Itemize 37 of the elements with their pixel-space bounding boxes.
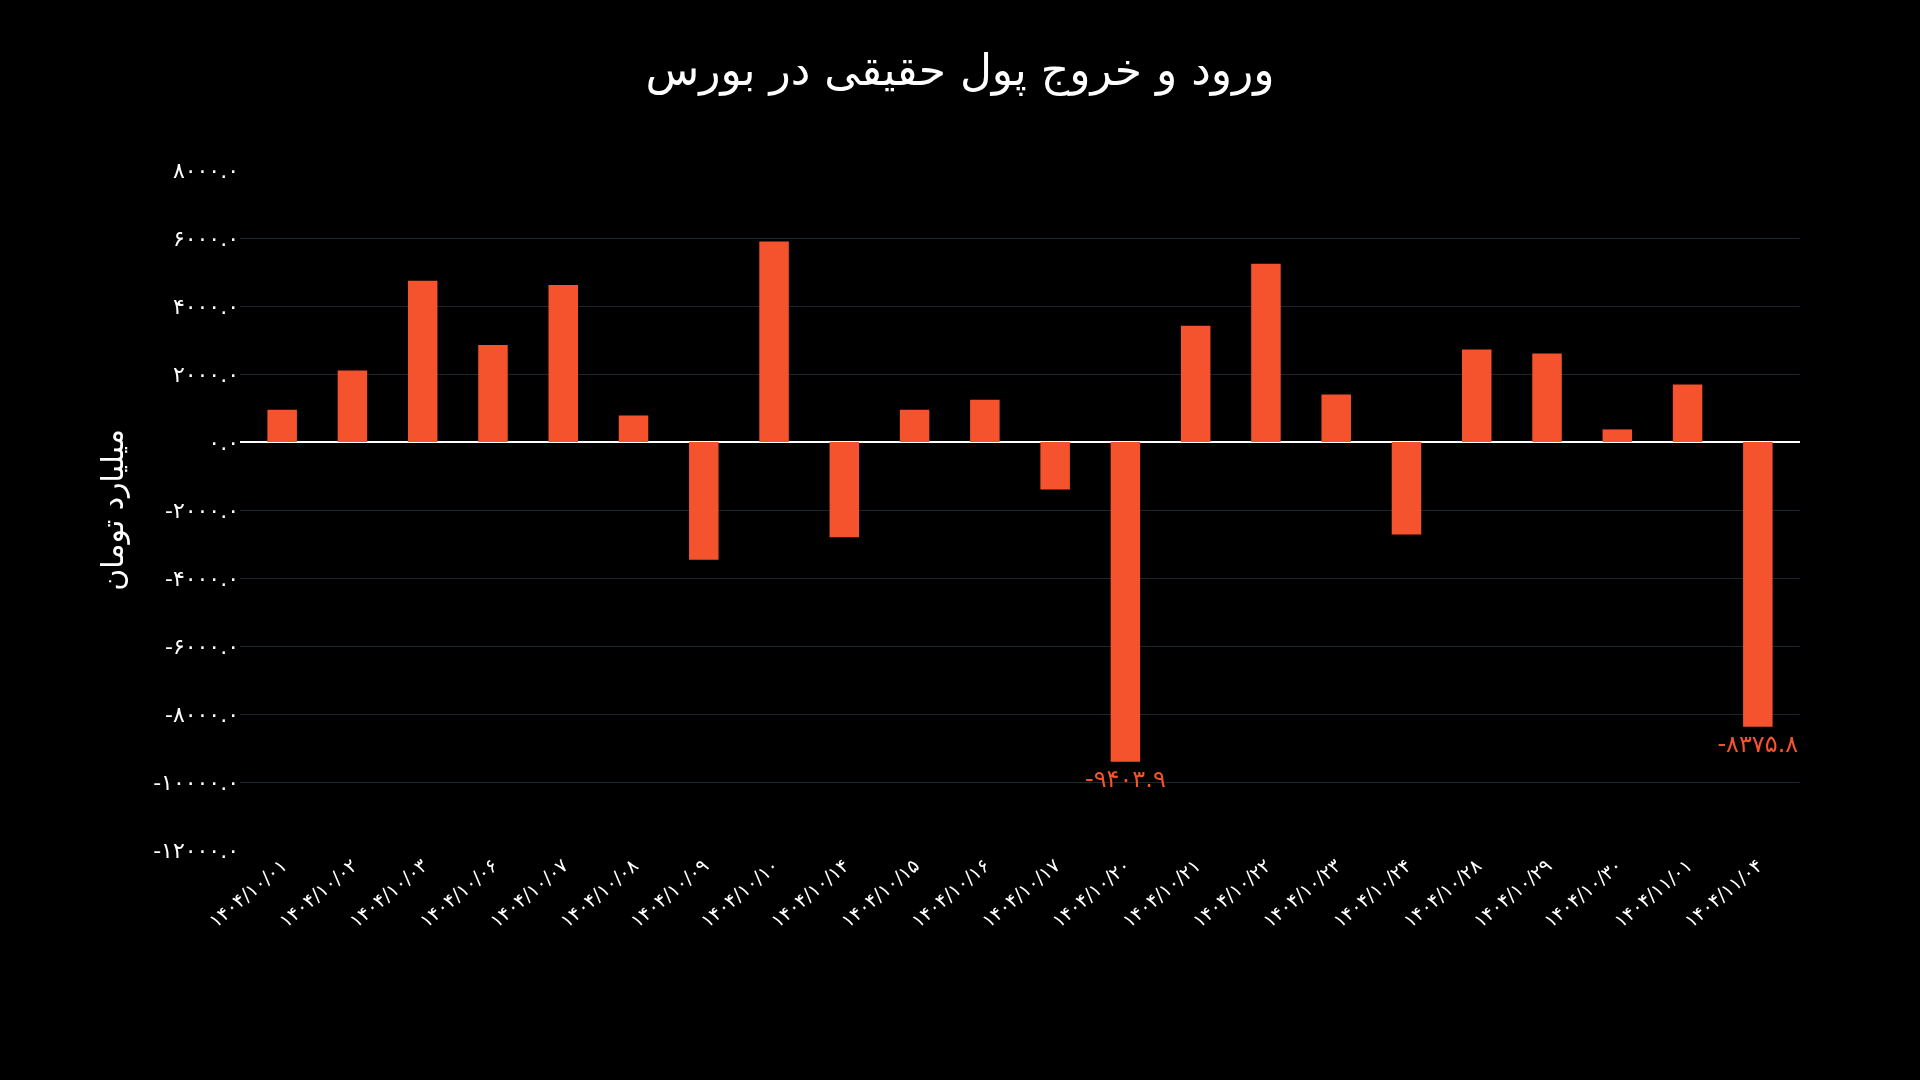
y-tick-label: -۸۰۰۰.۰ [164, 701, 239, 727]
bar [1743, 442, 1773, 727]
bar [1532, 353, 1562, 442]
bar [970, 399, 1000, 442]
bar [548, 284, 578, 442]
data-label: -۸۳۷۵.۸ [1717, 729, 1799, 758]
y-axis-title: میلیارد تومان [95, 429, 131, 591]
bar [759, 241, 789, 442]
y-tick-label: ۶۰۰۰.۰ [172, 225, 239, 251]
y-tick-label: -۶۰۰۰.۰ [164, 633, 239, 659]
bar [1110, 442, 1141, 762]
bar [1391, 442, 1422, 535]
bar [1602, 429, 1633, 442]
y-tick-label: -۴۰۰۰.۰ [164, 565, 239, 591]
data-label: -۹۴۰۳.۹ [1085, 764, 1166, 793]
bar [267, 409, 297, 442]
y-tick-label: ۸۰۰۰.۰ [172, 157, 239, 183]
y-tick-label: ۰.۰ [208, 429, 239, 455]
bar [829, 442, 860, 538]
bar [478, 345, 508, 442]
bar [1251, 263, 1281, 442]
y-tick-label: ۴۰۰۰.۰ [172, 293, 239, 319]
y-tick-label: -۱۲۰۰۰.۰ [153, 837, 239, 863]
bar [618, 415, 649, 442]
bar [1040, 442, 1070, 490]
bar [1180, 325, 1211, 442]
bar [1672, 384, 1703, 442]
bar [337, 370, 368, 442]
bar [407, 280, 438, 442]
bar [689, 442, 719, 560]
y-tick-label: -۱۰۰۰۰.۰ [153, 769, 239, 795]
bar [899, 409, 930, 442]
y-tick-label: ۲۰۰۰.۰ [172, 361, 239, 387]
y-tick-label: -۲۰۰۰.۰ [164, 497, 239, 523]
chart-title: ورود و خروج پول حقیقی در بورس [645, 43, 1275, 96]
bar [1462, 349, 1492, 442]
bar [1321, 394, 1351, 442]
